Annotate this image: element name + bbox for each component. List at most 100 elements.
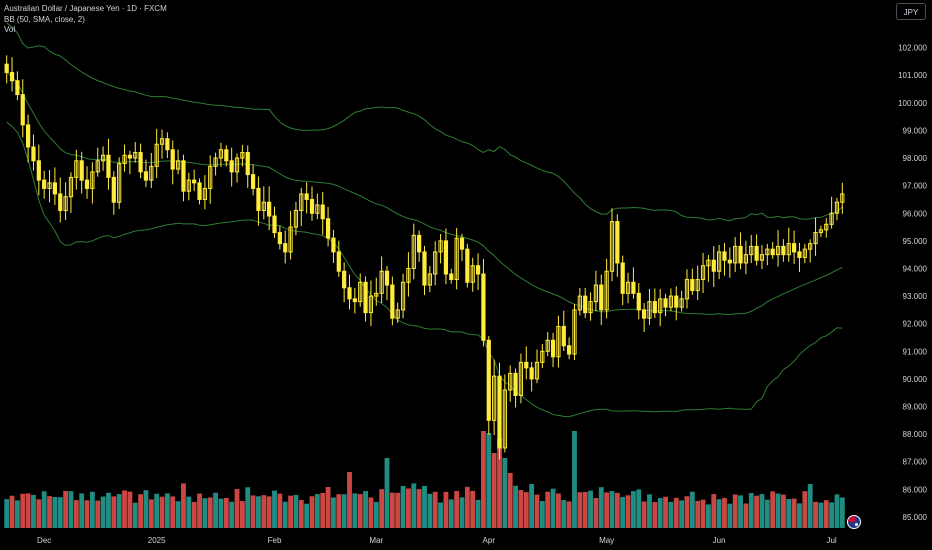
candle-body xyxy=(775,245,781,256)
candle xyxy=(754,234,759,266)
candle xyxy=(604,258,609,319)
volume-bar xyxy=(207,497,213,528)
volume-bar xyxy=(818,502,824,528)
candle xyxy=(727,247,732,278)
volume-bar xyxy=(143,490,149,528)
candle-body xyxy=(475,265,481,275)
volume-bar xyxy=(523,492,529,528)
candle xyxy=(224,145,229,167)
candle xyxy=(36,144,41,196)
volume-indicator-label[interactable]: Vol xyxy=(4,25,16,34)
volume-bar xyxy=(422,485,427,528)
candle xyxy=(159,129,165,159)
candle-body xyxy=(74,160,79,178)
candle-body xyxy=(459,237,465,250)
candle xyxy=(642,302,647,333)
candle-body xyxy=(765,248,770,256)
volume-bar xyxy=(89,491,95,528)
candle xyxy=(620,255,625,306)
candle-body xyxy=(808,243,813,250)
volume-bar xyxy=(277,493,283,528)
candle-body xyxy=(588,301,593,314)
volume-bar xyxy=(748,493,754,528)
candle xyxy=(379,256,384,303)
candle-body xyxy=(443,240,449,275)
bollinger-indicator-label[interactable]: BB (50, SMA, close, 2) xyxy=(4,14,85,24)
volume-bar xyxy=(245,487,251,528)
volume-bar xyxy=(261,495,267,528)
candle-body xyxy=(625,281,631,294)
candle xyxy=(25,114,31,163)
volume-bar xyxy=(73,500,79,528)
volume-bar xyxy=(502,458,508,528)
candle-body xyxy=(202,187,207,200)
candle xyxy=(743,240,749,275)
candle xyxy=(802,243,807,264)
candle-body xyxy=(759,254,765,261)
x-tick-label: Apr xyxy=(483,536,496,545)
symbol-title[interactable]: Australian Dollar / Japanese Yen · 1D · … xyxy=(4,4,167,13)
volume-bar xyxy=(122,490,127,528)
volume-bar xyxy=(186,496,192,528)
candle xyxy=(663,293,668,317)
volume-bar xyxy=(802,491,808,528)
candle-body xyxy=(4,63,9,73)
candle-body xyxy=(42,179,47,189)
candle xyxy=(459,233,465,261)
volume-bar xyxy=(636,489,642,528)
candle-body xyxy=(620,262,625,294)
volume-bar xyxy=(320,492,326,528)
candle xyxy=(572,303,577,361)
candle xyxy=(106,138,111,190)
volume-bar xyxy=(432,491,438,528)
candle xyxy=(695,265,700,301)
currency-button[interactable]: JPY xyxy=(896,3,926,20)
candle xyxy=(759,244,765,270)
candle-body xyxy=(181,160,186,192)
candle-body xyxy=(727,259,732,264)
candle-body xyxy=(192,179,197,184)
volume-bar xyxy=(647,494,652,528)
candle xyxy=(299,187,304,227)
candle-body xyxy=(599,284,604,311)
candle xyxy=(138,143,143,179)
volume-bar xyxy=(304,503,310,528)
volume-bar xyxy=(481,431,486,528)
volume-bar xyxy=(556,493,561,528)
candle xyxy=(588,292,593,321)
volume-bar xyxy=(577,492,583,528)
candle xyxy=(722,242,727,276)
x-tick-label: Jul xyxy=(826,536,836,545)
volume-bar xyxy=(154,493,160,528)
candle xyxy=(684,269,690,309)
candle xyxy=(556,315,561,368)
candle-body xyxy=(636,292,641,311)
candle xyxy=(443,228,449,285)
candle-body xyxy=(781,245,786,256)
candle xyxy=(818,225,824,237)
volume-bar xyxy=(298,499,304,528)
chart-legend: Australian Dollar / Japanese Yen · 1D · … xyxy=(4,4,167,36)
volume-bar xyxy=(438,502,443,528)
candle-body xyxy=(829,212,834,225)
candle xyxy=(100,146,106,171)
volume-bar xyxy=(780,494,786,528)
candle-body xyxy=(797,251,802,258)
candle xyxy=(95,147,100,177)
volume-bar xyxy=(507,473,513,528)
candle-body xyxy=(711,259,716,272)
candle xyxy=(31,134,36,171)
candle-body xyxy=(840,193,845,203)
candle xyxy=(625,272,631,304)
candle-body xyxy=(95,160,100,173)
volume-bar xyxy=(470,490,476,528)
candle xyxy=(524,346,529,380)
volume-bar xyxy=(764,499,770,528)
volume-bar xyxy=(631,491,636,528)
volume-bar xyxy=(347,472,352,528)
candle-body xyxy=(722,251,727,261)
candle xyxy=(599,274,604,326)
candle xyxy=(481,258,486,347)
